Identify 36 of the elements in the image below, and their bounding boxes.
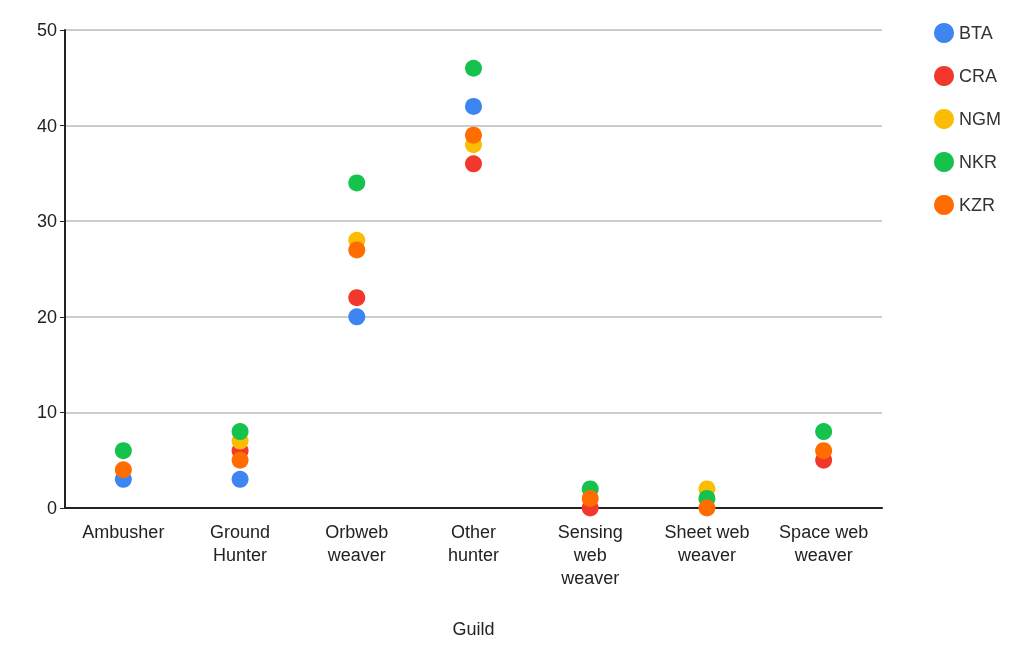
point — [581, 489, 599, 507]
legend-label: NGM — [959, 109, 1002, 129]
x-tick-label: Orbweb weaver — [325, 521, 389, 565]
point — [348, 289, 366, 307]
x-tick-label: Sheet web weaver — [664, 521, 750, 565]
x-tick-label: Space web weaver — [779, 521, 869, 565]
legend-label: KZR — [959, 195, 996, 215]
x-tick-label: Ground Hunter — [210, 521, 271, 565]
y-tick-label: 50 — [36, 20, 57, 40]
y-tick-label: 20 — [36, 306, 57, 327]
point — [698, 499, 716, 517]
point — [465, 155, 482, 173]
y-tick-label: 0 — [46, 498, 57, 518]
point — [114, 442, 132, 460]
point — [815, 442, 833, 460]
point — [348, 174, 366, 192]
point — [465, 97, 482, 115]
point — [815, 423, 833, 441]
point — [231, 451, 249, 469]
point — [231, 423, 249, 441]
legend-label: NKR — [959, 152, 998, 172]
legend-label: CRA — [959, 66, 998, 86]
y-tick-label: 10 — [36, 402, 57, 423]
x-axis-title: Guild — [452, 619, 495, 639]
legend-label: BTA — [959, 23, 993, 43]
y-tick-label: 30 — [36, 211, 57, 232]
point — [465, 59, 482, 77]
point — [348, 308, 366, 326]
point — [114, 461, 132, 479]
x-tick-label: Other hunter — [447, 521, 500, 565]
y-tick-label: 40 — [36, 115, 57, 136]
point — [465, 126, 482, 144]
x-tick-label: Sensing web weaver — [557, 521, 623, 588]
x-tick-label: Ambusher — [82, 521, 165, 542]
point — [348, 241, 366, 259]
point — [231, 470, 249, 488]
